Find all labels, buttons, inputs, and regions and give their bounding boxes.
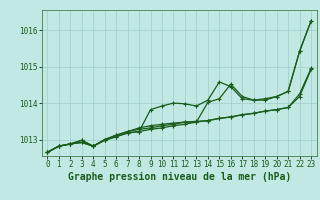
X-axis label: Graphe pression niveau de la mer (hPa): Graphe pression niveau de la mer (hPa): [68, 172, 291, 182]
